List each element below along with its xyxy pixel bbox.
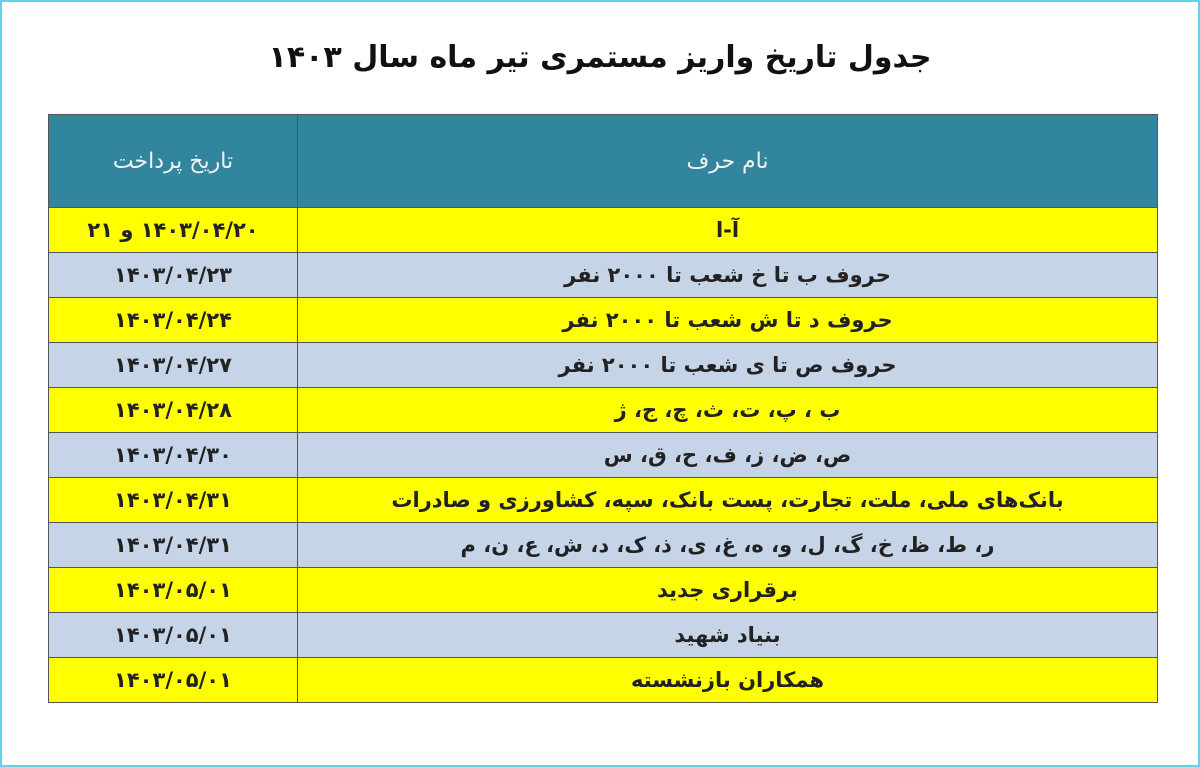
name-cell: ص، ض، ز، ف، ح، ق، س: [297, 432, 1158, 478]
name-cell: برقراری جدید: [297, 567, 1158, 613]
date-cell: ۱۴۰۳/۰۴/۲۸: [48, 387, 298, 433]
table-row: حروف ب تا خ شعب تا ۲۰۰۰ نفر ۱۴۰۳/۰۴/۲۳: [48, 252, 1158, 298]
table-row: حروف د تا ش شعب تا ۲۰۰۰ نفر ۱۴۰۳/۰۴/۲۴: [48, 297, 1158, 343]
header-cell: تاریخ پرداخت: [48, 114, 298, 208]
title: جدول تاریخ واریز مستمری تیر ماه سال ۱۴۰۳: [268, 40, 932, 75]
date-cell: ۱۴۰۳/۰۴/۲۰ و ۲۱: [48, 207, 298, 253]
date-cell: ۱۴۰۳/۰۴/۲۳: [48, 252, 298, 298]
header-row: نام حرف تاریخ پرداخت: [48, 114, 1158, 208]
name-cell: آ-ا: [297, 207, 1158, 253]
date-cell: ۱۴۰۳/۰۴/۳۱: [48, 477, 298, 523]
table-row: بانک‌های ملی، ملت، تجارت، پست بانک، سپه،…: [48, 477, 1158, 523]
name-cell: همکاران بازنشسته: [297, 657, 1158, 703]
name-cell: ب ، پ، ت، ث، چ، ج، ژ: [297, 387, 1158, 433]
date-cell: ۱۴۰۳/۰۴/۲۴: [48, 297, 298, 343]
name-cell: بنیاد شهید: [297, 612, 1158, 658]
date-cell: ۱۴۰۳/۰۵/۰۱: [48, 612, 298, 658]
table-row: بنیاد شهید ۱۴۰۳/۰۵/۰۱: [48, 612, 1158, 658]
table-row: ب ، پ، ت، ث، چ، ج، ژ ۱۴۰۳/۰۴/۲۸: [48, 387, 1158, 433]
table-row: برقراری جدید ۱۴۰۳/۰۵/۰۱: [48, 567, 1158, 613]
table-row: ص، ض، ز، ف، ح، ق، س ۱۴۰۳/۰۴/۳۰: [48, 432, 1158, 478]
name-cell: ر، ط، ظ، خ، گ، ل، و، ه، غ، ی، ذ، ک، د، ش…: [297, 522, 1158, 568]
date-cell: ۱۴۰۳/۰۵/۰۱: [48, 657, 298, 703]
header-cell: نام حرف: [297, 114, 1158, 208]
table: نام حرف تاریخ پرداخت آ-ا ۱۴۰۳/۰۴/۲۰ و ۲۱ ح…: [48, 114, 1158, 703]
date-cell: ۱۴۰۳/۰۴/۳۰: [48, 432, 298, 478]
table-row: همکاران بازنشسته ۱۴۰۳/۰۵/۰۱: [48, 657, 1158, 703]
date-cell: ۱۴۰۳/۰۴/۲۷: [48, 342, 298, 388]
table-body: آ-ا ۱۴۰۳/۰۴/۲۰ و ۲۱ حروف ب تا خ شعب تا ۲۰۰…: [48, 207, 1158, 703]
date-cell: ۱۴۰۳/۰۵/۰۱: [48, 567, 298, 613]
table-row: حروف ص تا ی شعب تا ۲۰۰۰ نفر ۱۴۰۳/۰۴/۲۷: [48, 342, 1158, 388]
name-cell: حروف ب تا خ شعب تا ۲۰۰۰ نفر: [297, 252, 1158, 298]
date-cell: ۱۴۰۳/۰۴/۳۱: [48, 522, 298, 568]
table-row: ر، ط، ظ، خ، گ، ل، و، ه، غ، ی، ذ، ک، د، ش…: [48, 522, 1158, 568]
name-cell: حروف د تا ش شعب تا ۲۰۰۰ نفر: [297, 297, 1158, 343]
table-row: آ-ا ۱۴۰۳/۰۴/۲۰ و ۲۱: [48, 207, 1158, 253]
name-cell: بانک‌های ملی، ملت، تجارت، پست بانک، سپه،…: [297, 477, 1158, 523]
name-cell: حروف ص تا ی شعب تا ۲۰۰۰ نفر: [297, 342, 1158, 388]
